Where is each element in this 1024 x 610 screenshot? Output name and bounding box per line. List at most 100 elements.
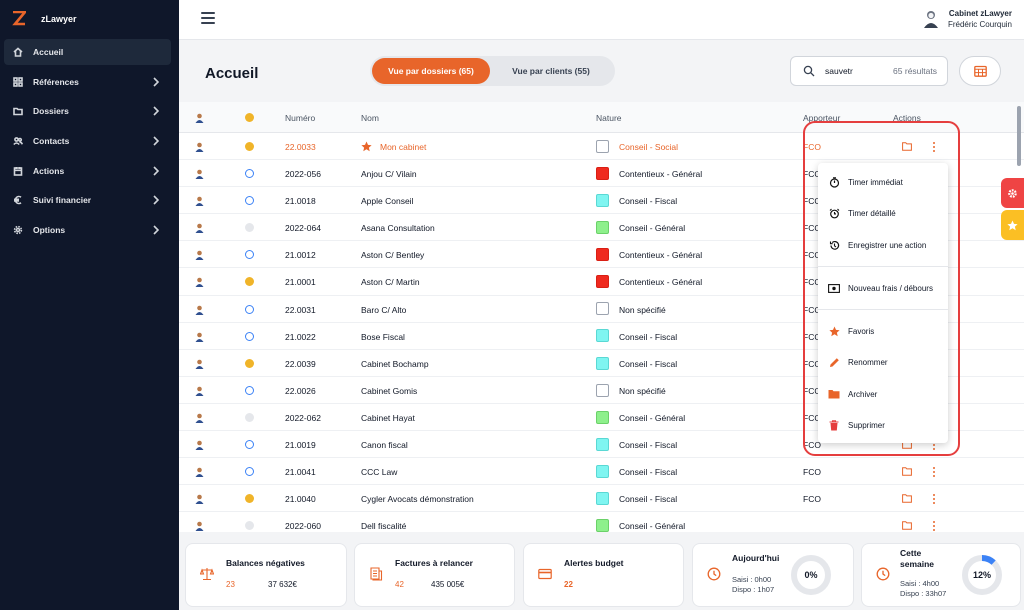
cell-nom: Anjou C/ Vilain [361,169,417,179]
sidebar-item-label: Références [33,76,79,87]
nature-color-swatch [596,302,609,316]
card-cette-semaine[interactable]: Cette semaine Saisi : 4h00 Dispo : 33h07… [862,544,1020,606]
table-row[interactable]: 2022-056 Anjou C/ Vilain Contentieux - Gén… [179,160,1024,188]
col-nature[interactable]: Nature [596,113,622,123]
user-icon [195,142,204,154]
menu-item-enregistrer-action[interactable]: Enregistrer une action [818,231,948,259]
table-row[interactable]: 22.0031 Baro C/ Alto Non spécifié FCO [179,296,1024,323]
cell-nom-text: Bose Fiscal [361,331,405,342]
cell-numero: 21.0012 [285,250,316,261]
folder-icon[interactable] [902,521,912,531]
sidebar-item-contacts[interactable]: Contacts [4,128,171,154]
cell-nom: Baro C/ Alto [361,305,406,315]
nature-color-swatch [596,410,609,424]
sidebar-item-accueil[interactable]: Accueil [4,39,171,65]
cell-apporteur: FCO [803,331,821,342]
table-row[interactable]: 21.0041 CCC Law Conseil - Fiscal FCO [179,458,1024,486]
cell-numero: 21.0019 [285,440,316,451]
card-title: Factures à relancer [395,558,473,568]
cell-numero: 21.0040 [285,494,316,505]
cell-nom: Bose Fiscal [361,332,405,342]
card-count: 23 [226,580,235,589]
sidebar-item-references[interactable]: Références [4,69,171,95]
chevron-right-icon [153,106,160,116]
table-row[interactable]: 2022-060 Dell fiscalité Conseil - Général [179,512,1024,532]
menu-item-nouveau-frais[interactable]: Nouveau frais / débours [818,274,948,302]
folder-icon[interactable] [902,494,912,504]
sidebar-item-label: Actions [33,165,65,176]
menu-item-archiver[interactable]: Archiver [818,380,948,408]
user-name: Frédéric Courquin [947,20,1012,29]
donut-percent: 0% [804,570,818,580]
menu-toggle-icon[interactable] [201,12,215,24]
user-menu[interactable]: Cabinet zLawyer Frédéric Courquin [923,8,1012,30]
sidebar-item-label: Dossiers [33,106,69,117]
table-header: Numéro Nom Nature Apporteur Actions [179,102,1024,133]
menu-item-renommer[interactable]: Renommer [818,348,948,376]
status-icon [245,467,254,478]
stopwatch-icon [828,176,840,188]
card-factures-a-relancer[interactable]: Factures à relancer 42 435 005€ [355,544,514,606]
table-row[interactable]: 21.0001 Aston C/ Martin Contentieux - Géné… [179,268,1024,296]
tab-vue-clients[interactable]: Vue par clients (55) [512,66,590,76]
calendar-button[interactable] [959,56,1001,86]
col-apporteur[interactable]: Apporteur [803,113,841,123]
sidebar-item-dossiers[interactable]: Dossiers [4,98,171,124]
cell-nature: Conseil - Fiscal [596,437,677,451]
brand[interactable]: zLawyer [0,0,179,38]
tab-vue-dossiers[interactable]: Vue par dossiers (65) [372,58,490,84]
user-icon [195,332,204,344]
cell-apporteur: FCO [803,223,821,234]
status-icon [245,331,254,343]
more-options-icon[interactable] [933,521,937,532]
card-title: Balances négatives [226,558,305,568]
table-row[interactable]: 21.0019 Canon fiscal Conseil - Fiscal FCO [179,431,1024,459]
favorites-float-button[interactable] [1001,210,1024,240]
scrollbar[interactable] [1017,106,1021,166]
more-options-icon[interactable] [933,467,937,478]
folder-icon[interactable] [902,467,912,476]
status-icon [245,169,254,180]
more-options-icon[interactable] [933,494,937,505]
view-toggle: Vue par dossiers (65) Vue par clients (5… [370,56,615,86]
card-alertes-budget[interactable]: Alertes budget 22 [524,544,683,606]
cell-nom-text: Canon fiscal [361,440,408,451]
progress-donut: 12% [960,553,1004,597]
menu-item-label: Timer immédiat [848,177,903,187]
sidebar-item-suivi-financier[interactable]: Suivi financier [4,187,171,213]
card-amount: 435 005€ [431,580,465,589]
nature-color-swatch [596,193,609,207]
sidebar-item-actions[interactable]: Actions [4,158,171,184]
card-aujourdhui[interactable]: Aujourd'hui Saisi : 0h00 Dispo : 1h07 0% [693,544,853,606]
history-icon [828,239,840,251]
table-row[interactable]: 2022-062 Cabinet Hayat Conseil - Général FC… [179,404,1024,432]
folder-icon [828,388,840,400]
settings-float-button[interactable] [1001,178,1024,208]
cell-nature-text: Contentieux - Général [619,169,703,180]
users-icon [12,135,24,147]
table-row[interactable]: 21.0040 Cygler Avocats démonstration Conse… [179,485,1024,513]
col-numero[interactable]: Numéro [285,113,316,123]
table-row[interactable]: 22.0039 Cabinet Bochamp Conseil - Fiscal FC… [179,350,1024,377]
menu-item-timer-detaille[interactable]: Timer détaillé [818,199,948,227]
cell-numero: 22.0039 [285,358,316,369]
col-nom[interactable]: Nom [361,113,379,123]
more-options-icon[interactable] [933,142,937,152]
cell-nature: Conseil - Fiscal [596,491,677,505]
search-input[interactable]: sauvetr 65 résultats [790,56,948,86]
cell-nom: Aston C/ Bentley [361,250,424,260]
menu-divider [818,309,948,310]
status-icon [245,142,254,153]
top-bar: Cabinet zLawyer Frédéric Courquin [179,0,1024,40]
menu-item-supprimer[interactable]: Supprimer [818,411,948,439]
table-row[interactable]: 22.0026 Cabinet Gomis Non spécifié FCO [179,377,1024,404]
card-balances-negatives[interactable]: Balances négatives 23 37 632€ [186,544,346,606]
chevron-right-icon [153,77,160,87]
folder-icon[interactable] [902,142,912,151]
table-row[interactable]: 2022-064 Asana Consultation Conseil - Géné… [179,214,1024,242]
menu-item-favoris[interactable]: Favoris [818,317,948,345]
cell-nature: Conseil - Fiscal [596,329,677,343]
menu-item-timer-immediat[interactable]: Timer immédiat [818,168,948,196]
sidebar-item-options[interactable]: Options [4,217,171,243]
table-row[interactable]: 22.0033 Mon cabinet Conseil - Social FCO [179,133,1024,161]
